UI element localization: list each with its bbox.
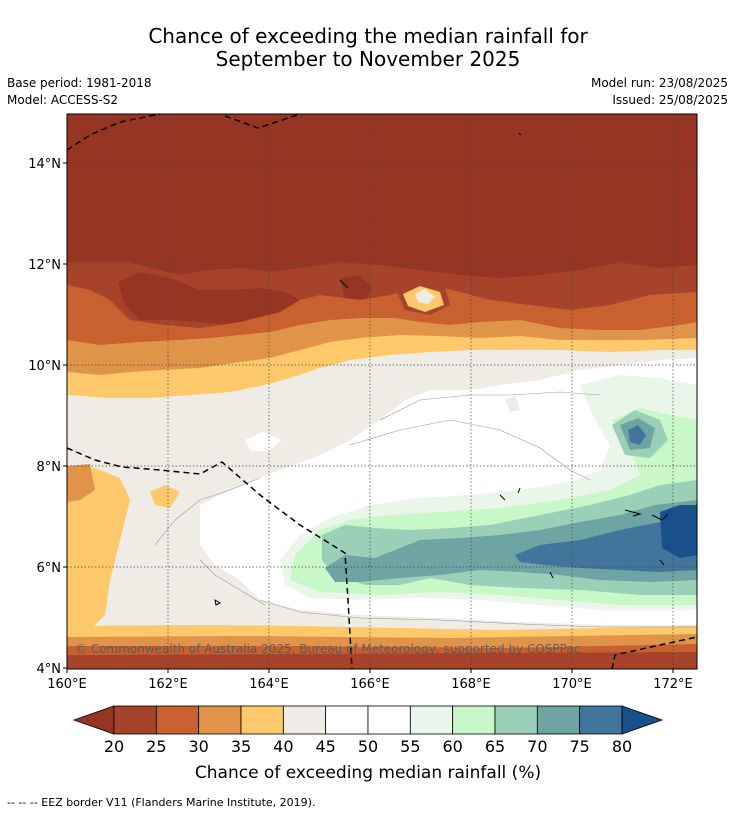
tick-marks — [63, 162, 674, 673]
colorbar-under-arrow — [72, 705, 115, 735]
colorbar-cell — [155, 705, 200, 735]
colorbar: 20 25 30 35 40 45 50 55 60 65 70 75 80 Chance of exc… — [72, 705, 664, 783]
map-frame — [66, 113, 698, 670]
colorbar-cell — [494, 705, 538, 735]
footer-note: -- -- -- EEZ border V11 (Flanders Marine… — [7, 796, 316, 809]
lon-label: 170°E — [552, 677, 592, 692]
colorbar-label: 25 — [146, 737, 166, 756]
copyright-text: © Commonwealth of Australia 2025, Bureau… — [75, 642, 580, 656]
colorbar-cell — [198, 705, 242, 735]
colorbar-label: 75 — [569, 737, 589, 756]
lat-label: 10°N — [28, 359, 61, 374]
eez-border — [67, 114, 697, 669]
colorbar-cell — [325, 705, 369, 735]
colorbar-label: 70 — [527, 737, 547, 756]
colorbar-cell — [367, 705, 411, 735]
colorbar-cell — [536, 705, 581, 735]
colorbar-label: 45 — [315, 737, 335, 756]
lon-label: 164°E — [249, 677, 289, 692]
latitude-labels: 14°N 12°N 10°N 8°N 6°N 4°N — [28, 157, 61, 677]
forecast-map: 14°N 12°N 10°N 8°N 6°N 4°N 160°E 162°E 1… — [28, 113, 698, 783]
colorbar-label: 40 — [273, 737, 293, 756]
colorbar-cell — [579, 705, 623, 735]
gridlines — [67, 114, 697, 669]
lat-label: 6°N — [37, 561, 62, 576]
colorbar-label: 50 — [358, 737, 378, 756]
colorbar-label: 35 — [231, 737, 251, 756]
colorbar-label: 30 — [188, 737, 208, 756]
islands — [214, 118, 697, 606]
title-line-1: Chance of exceeding the median rainfall … — [148, 24, 588, 48]
lat-label: 12°N — [28, 258, 61, 273]
lon-label: 172°E — [653, 677, 693, 692]
colorbar-label: 20 — [104, 737, 124, 756]
colorbar-cell — [409, 705, 454, 735]
lat-label: 4°N — [37, 662, 62, 677]
colorbar-label: 80 — [612, 737, 632, 756]
colorbar-label: 55 — [400, 737, 420, 756]
lon-label: 166°E — [350, 677, 390, 692]
colorbar-cell — [282, 705, 327, 735]
colorbar-cell — [113, 705, 157, 735]
lon-label: 160°E — [47, 677, 87, 692]
title-line-2: September to November 2025 — [215, 47, 521, 71]
longitude-labels: 160°E 162°E 164°E 166°E 168°E 170°E 172°… — [47, 677, 693, 692]
model-run: Model run: 23/08/2025 — [590, 76, 728, 90]
lon-label: 168°E — [451, 677, 491, 692]
colorbar-label: 60 — [442, 737, 462, 756]
issued-date: Issued: 25/08/2025 — [612, 93, 728, 107]
colorbar-cell — [240, 705, 284, 735]
lon-label: 162°E — [148, 677, 188, 692]
colorbar-cell — [452, 705, 496, 735]
probability-field — [67, 114, 697, 669]
colorbar-over-arrow — [621, 705, 664, 735]
colorbar-label: 65 — [485, 737, 505, 756]
lat-label: 14°N — [28, 157, 61, 172]
model-name: Model: ACCESS-S2 — [7, 93, 119, 107]
colorbar-title: Chance of exceeding median rainfall (%) — [195, 763, 541, 783]
base-period: Base period: 1981-2018 — [7, 76, 152, 90]
lat-label: 8°N — [37, 460, 62, 475]
